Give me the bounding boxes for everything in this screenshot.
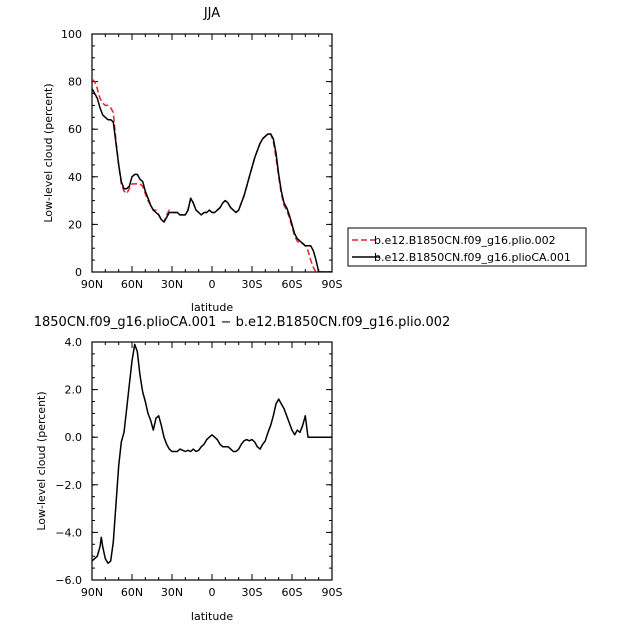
y-axis-label: Low-level cloud (percent) — [35, 391, 48, 530]
x-tick-label: 30S — [242, 278, 263, 291]
x-tick-label: 30S — [242, 586, 263, 599]
legend-label-2: b.e12.B1850CN.f09_g16.plioCA.001 — [374, 251, 571, 264]
plot-frame — [91, 341, 333, 581]
x-tick-label: 60N — [121, 278, 143, 291]
y-tick-label: 0.0 — [65, 431, 83, 444]
series-line-1 — [92, 343, 332, 565]
chart-title: 1850CN.f09_g16.plioCA.001 − b.e12.B1850C… — [34, 315, 451, 330]
chart-1: 90N 60N 30N 0 30S 60S 90S 0 20 40 60 80 100 JJA latitu… — [42, 6, 587, 314]
y-tick-label: 40 — [68, 171, 82, 184]
x-tick-label: 60N — [121, 586, 143, 599]
y-tick-label: −6.0 — [55, 574, 82, 587]
x-tick-label: 0 — [209, 278, 216, 291]
y-tick-label: 20 — [68, 218, 82, 231]
x-tick-label: 90S — [322, 586, 343, 599]
legend-label-1: b.e12.B1850CN.f09_g16.plio.002 — [374, 234, 556, 247]
x-tick-label: 60S — [282, 278, 303, 291]
y-tick-label: 80 — [68, 76, 82, 89]
x-tick-label: 90N — [81, 586, 103, 599]
x-tick-label: 60S — [282, 586, 303, 599]
x-axis-label: latitude — [191, 301, 233, 314]
series-line-2 — [92, 88, 332, 272]
chart-title: JJA — [203, 6, 220, 21]
y-tick-label: 4.0 — [65, 336, 83, 349]
x-tick-label: 90S — [322, 278, 343, 291]
y-tick-label: 2.0 — [65, 384, 83, 397]
y-tick-label: −4.0 — [55, 526, 82, 539]
y-tick-label: 100 — [61, 28, 82, 41]
x-tick-label: 90N — [81, 278, 103, 291]
y-axis-label: Low-level cloud (percent) — [42, 83, 55, 222]
legend-box — [347, 227, 587, 267]
y-tick-label: 0 — [75, 266, 82, 279]
y-tick-label: 60 — [68, 123, 82, 136]
y-tick-label: −2.0 — [55, 479, 82, 492]
x-tick-label: 0 — [209, 586, 216, 599]
x-axis-label: latitude — [191, 610, 233, 623]
series-line-1 — [92, 78, 332, 272]
chart-2: 90N 60N 30N 0 30S 60S 90S −6.0 −4.0 −2.0 0.0 2.0 4.0… — [34, 315, 451, 623]
x-tick-label: 30N — [161, 586, 183, 599]
x-tick-label: 30N — [161, 278, 183, 291]
legend: b.e12.B1850CN.f09_g16.plio.002 b.e12.B185… — [347, 227, 587, 267]
